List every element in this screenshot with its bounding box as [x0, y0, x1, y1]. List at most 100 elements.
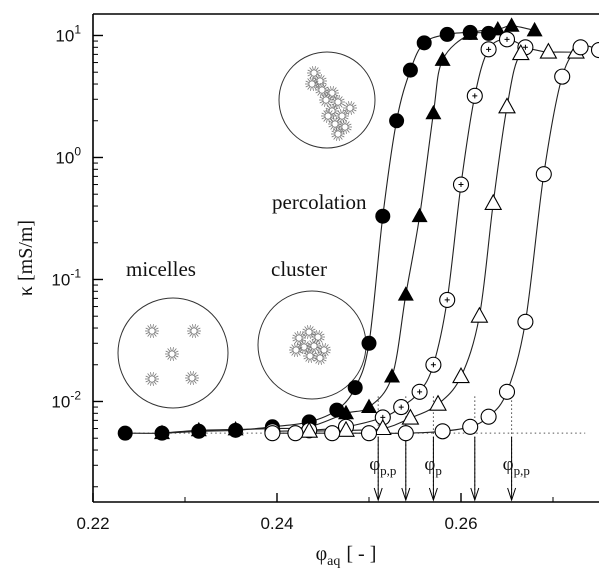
data-point-filled-circle	[347, 380, 363, 396]
micelle-spike	[307, 69, 312, 72]
micelle-spike	[318, 360, 320, 365]
micelle-spike	[324, 352, 326, 357]
micelle-spike	[194, 379, 199, 382]
y-tick-label: 100	[55, 144, 81, 167]
data-point-filled-circle	[329, 402, 345, 418]
micelle-spike	[317, 351, 322, 354]
micelle-spike	[350, 110, 352, 115]
micelle-spike	[320, 333, 325, 336]
micelle-core	[334, 98, 342, 106]
point-plus	[472, 93, 478, 99]
micelle-spike	[170, 356, 172, 361]
micelle-core	[300, 343, 308, 351]
micelle-spike	[313, 359, 318, 362]
micelle-spike	[152, 372, 154, 377]
data-point-open-triangle	[337, 420, 355, 437]
micelle-spike	[340, 98, 345, 101]
micelle-spike	[316, 347, 321, 350]
micelle-spike	[167, 348, 171, 352]
micelle-spike	[305, 350, 309, 354]
micelle-spike	[321, 117, 326, 120]
micelle-spike	[343, 120, 345, 125]
micelle-spike	[332, 104, 334, 109]
point-plus	[444, 297, 450, 303]
threshold-arrow-head	[373, 487, 383, 502]
micelle-core	[324, 112, 332, 120]
micelle-spike	[170, 347, 172, 352]
data-point-filled-triangle	[227, 420, 244, 436]
micelle-core	[188, 374, 196, 382]
series-line-circle-plus	[272, 38, 526, 432]
micelle-spike	[328, 101, 333, 104]
data-points	[117, 17, 599, 442]
micelle-glyph	[165, 347, 179, 361]
micelle-glyph	[331, 95, 345, 109]
micelle-spike	[328, 109, 330, 114]
micelle-core	[310, 342, 318, 350]
micelle-spike	[308, 358, 310, 363]
micelle-spike	[331, 130, 336, 133]
micelle-spike	[297, 343, 302, 346]
threshold-label: φp,p	[369, 454, 396, 478]
micelle-spike	[291, 352, 295, 356]
micelle-spike	[187, 327, 192, 330]
data-point-filled-triangle	[397, 286, 414, 301]
micelle-glyph	[187, 324, 201, 338]
data-point-open-circle	[590, 41, 599, 59]
x-axis-title-main: φ	[316, 543, 328, 565]
micelle-spike	[320, 83, 322, 88]
micelle-spike	[154, 327, 159, 330]
micelle-spike	[321, 360, 325, 364]
micelle-glyph	[305, 77, 319, 91]
micelle-core	[148, 375, 156, 383]
micelle-spike	[339, 96, 343, 100]
micelle-spike	[348, 110, 350, 115]
series-line-filled-triangle	[161, 25, 535, 434]
data-point-filled-circle	[389, 113, 405, 129]
micelle-spike	[323, 84, 327, 88]
micelle-spike	[305, 85, 310, 88]
micelle-spike	[340, 130, 345, 133]
micelle-spike	[152, 333, 154, 338]
micelle-spike	[330, 117, 335, 120]
micelle-spike	[329, 110, 333, 114]
data-point-circle-plus	[393, 399, 410, 416]
micelle-spike	[145, 380, 150, 383]
micelle-core	[346, 104, 354, 112]
y-axis-title: κ [mS/m]	[15, 220, 37, 296]
data-point-open-triangle	[470, 306, 489, 323]
micelle-spike	[301, 334, 306, 337]
series-lines	[125, 25, 599, 434]
micelle-spike	[333, 96, 337, 100]
threshold-arrow-head	[428, 487, 438, 502]
micelle-core	[148, 327, 156, 335]
point-plus	[486, 46, 492, 52]
micelle-spike	[174, 350, 179, 353]
micelle-core	[306, 352, 314, 360]
micelle-spike	[324, 343, 326, 348]
micelle-spike	[322, 83, 324, 88]
micelle-spike	[289, 351, 294, 354]
micelle-spike	[307, 74, 312, 77]
micelle-spike	[317, 346, 322, 349]
data-point-filled-triangle	[190, 421, 207, 437]
micelle-spike	[322, 82, 327, 85]
micelle-spike	[343, 129, 345, 134]
micelle-spike	[351, 110, 355, 114]
micelle-glyph	[289, 343, 303, 357]
data-point-open-circle	[324, 425, 341, 442]
micelle-spike	[321, 352, 325, 356]
micelle-spike	[317, 84, 321, 88]
micelle-spike	[152, 381, 154, 386]
y-tick-label: 10-2	[51, 388, 81, 411]
micelle-spike	[310, 86, 312, 91]
micelle-spike	[321, 102, 325, 106]
micelle-core	[308, 80, 316, 88]
cluster-circle-icon	[257, 290, 367, 400]
micelle-spike	[335, 112, 340, 115]
data-point-open-circle	[554, 68, 571, 85]
micelle-spike	[311, 333, 316, 336]
micelle-spike	[185, 374, 190, 377]
micelle-spike	[336, 127, 338, 132]
threshold-arrow-head	[470, 487, 480, 502]
